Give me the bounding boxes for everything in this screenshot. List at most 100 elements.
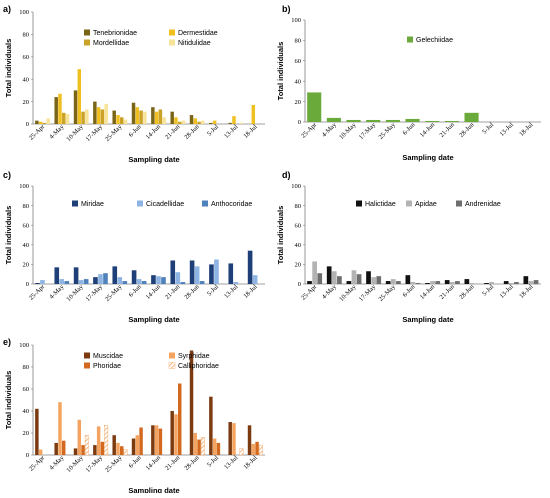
- panel-b-x-tick-label: 28-Jun: [458, 121, 476, 139]
- panel-b-bar: [366, 119, 381, 122]
- panel-a-bar: [170, 111, 174, 124]
- panel-b-x-tick-label: 4-May: [321, 121, 339, 139]
- panel-e-legend-label: Phoridae: [93, 363, 121, 370]
- panel-a-y-tick-label: 40: [23, 76, 30, 83]
- panel-a-bar: [100, 109, 105, 124]
- panel-a-bar: [123, 119, 128, 124]
- panel-a-x-tick-label: 18-Jul: [242, 123, 259, 140]
- panel-a-legend-swatch: [84, 29, 90, 36]
- panel-e-bar: [116, 442, 120, 455]
- panel-d-bar: [514, 282, 519, 284]
- panel-e-bar: [104, 425, 109, 456]
- panel-e-bar: [251, 444, 256, 455]
- panel-e-bar: [228, 422, 232, 455]
- panel-e-legend-swatch: [169, 352, 175, 359]
- panel-e-bar: [77, 419, 82, 455]
- panel-a-y-tick-label: 100: [19, 9, 29, 16]
- panel-e-bar: [54, 442, 58, 455]
- panel-a-bar: [239, 122, 244, 124]
- panel-a-bar: [189, 115, 194, 124]
- panel-c-x-tick-label: 14-Jun: [145, 283, 163, 301]
- panel-d-x-tick-label: 25-May: [377, 283, 397, 303]
- panel-c-y-tick-label: 80: [23, 203, 30, 210]
- panel-c-letter: c): [3, 170, 11, 180]
- panel-e-bar: [209, 396, 213, 455]
- panel-e-legend-swatch: [84, 352, 90, 359]
- panel-b-x-tick-label: 17-May: [358, 121, 378, 141]
- panel-d-bar: [489, 282, 494, 284]
- panel-d-legend-swatch: [406, 200, 412, 207]
- panel-a-bar: [197, 121, 201, 124]
- panel-c-y-tick-label: 100: [19, 183, 29, 190]
- panel-e-legend-label: Muscidae: [93, 353, 123, 360]
- panel-e-legend-label: Calliphoridae: [178, 363, 219, 370]
- panel-b-bar: [425, 120, 440, 122]
- panel-e-bar: [174, 414, 178, 455]
- panel-a-x-tick-label: 6-Jun: [128, 123, 144, 139]
- panel-e-bar: [158, 428, 163, 455]
- panel-d-bar: [331, 271, 337, 284]
- panel-a-bar: [93, 101, 97, 124]
- panel-a-bar: [62, 112, 66, 124]
- panel-e-bar: [212, 438, 217, 455]
- panel-e-bar: [189, 350, 194, 455]
- panel-d-bar: [351, 270, 357, 284]
- panel-d-x-tick-label: 14-Jun: [419, 283, 437, 301]
- panel-e-x-tick-label: 5-Jul: [206, 454, 220, 468]
- panel-e-x-tick-label: 18-Jul: [242, 454, 259, 471]
- panel-d-bar: [523, 276, 529, 284]
- panel-a-y-tick-label: 0: [26, 121, 29, 128]
- panel-b-y-tick-label: 100: [291, 17, 301, 24]
- panel-d-legend-swatch: [356, 200, 362, 207]
- panel-d-legend-label: Andrenidae: [465, 201, 501, 208]
- panel-e-x-tick-label: 6-Jun: [128, 454, 144, 470]
- panel-b-bar: [444, 120, 459, 122]
- panel-c-bar: [35, 283, 40, 284]
- panel-e-bar: [216, 442, 221, 455]
- panel-c-y-tick-label: 20: [23, 262, 30, 269]
- panel-d-x-tick-label: 25-Apr: [300, 283, 319, 302]
- panel-b-x-tick-label: 6-Jun: [401, 121, 417, 137]
- panel-d-legend-swatch: [456, 200, 462, 207]
- panel-e-bar: [255, 441, 259, 455]
- panel-d-bar: [371, 277, 376, 284]
- panel-d-y-tick-label: 20: [295, 262, 302, 269]
- panel-b-legend-swatch: [407, 36, 413, 43]
- panel-b-x-tick-label: 5-Jul: [481, 121, 495, 135]
- panel-b-x-tick-label: 18-Jul: [518, 121, 535, 138]
- panel-a-bar: [181, 120, 186, 124]
- panel-e-bar: [232, 423, 236, 455]
- panel-c-y-axis-label: Total individuals: [4, 206, 13, 265]
- panel-c-x-tick-label: 25-May: [104, 283, 124, 303]
- panel-c-x-tick-label: 18-Jul: [242, 283, 259, 300]
- panel-a-bar: [209, 122, 213, 124]
- panel-b-letter: b): [282, 4, 291, 14]
- panel-d-bar: [312, 261, 317, 284]
- panel-a-bar: [158, 109, 163, 124]
- panel-a-x-tick-label: 10-May: [65, 123, 85, 143]
- panel-c-bar: [170, 260, 176, 284]
- panel-d-y-tick-label: 80: [295, 203, 302, 210]
- panel-e-bar: [93, 445, 97, 455]
- panel-c-bar: [141, 281, 147, 284]
- panel-b-x-axis-label: Sampling date: [402, 153, 453, 162]
- panel-c-bar: [189, 260, 195, 284]
- panel-c-bar: [136, 279, 142, 284]
- panel-c-legend-swatch: [202, 200, 208, 207]
- panel-a-bar: [162, 117, 166, 124]
- panel-b-y-axis-label: Total individuals: [276, 42, 285, 101]
- panel-e-bar: [123, 449, 128, 456]
- panel-d-bar: [317, 273, 323, 284]
- panel-c-bar: [252, 275, 258, 284]
- panel-e-bar: [131, 438, 136, 455]
- panel-c-legend-label: Miridae: [81, 201, 104, 208]
- panel-e-x-tick-label: 4-May: [48, 454, 66, 472]
- panel-d-x-tick-label: 17-May: [358, 283, 378, 303]
- panel-d-bar: [326, 266, 332, 284]
- panel-a-bar: [251, 104, 256, 124]
- panel-a-bar: [46, 118, 50, 124]
- panel-c-bar: [199, 281, 205, 284]
- panel-d-y-tick-label: 0: [298, 281, 301, 288]
- panel-d-bar: [430, 281, 435, 284]
- panel-c-bar: [122, 281, 128, 284]
